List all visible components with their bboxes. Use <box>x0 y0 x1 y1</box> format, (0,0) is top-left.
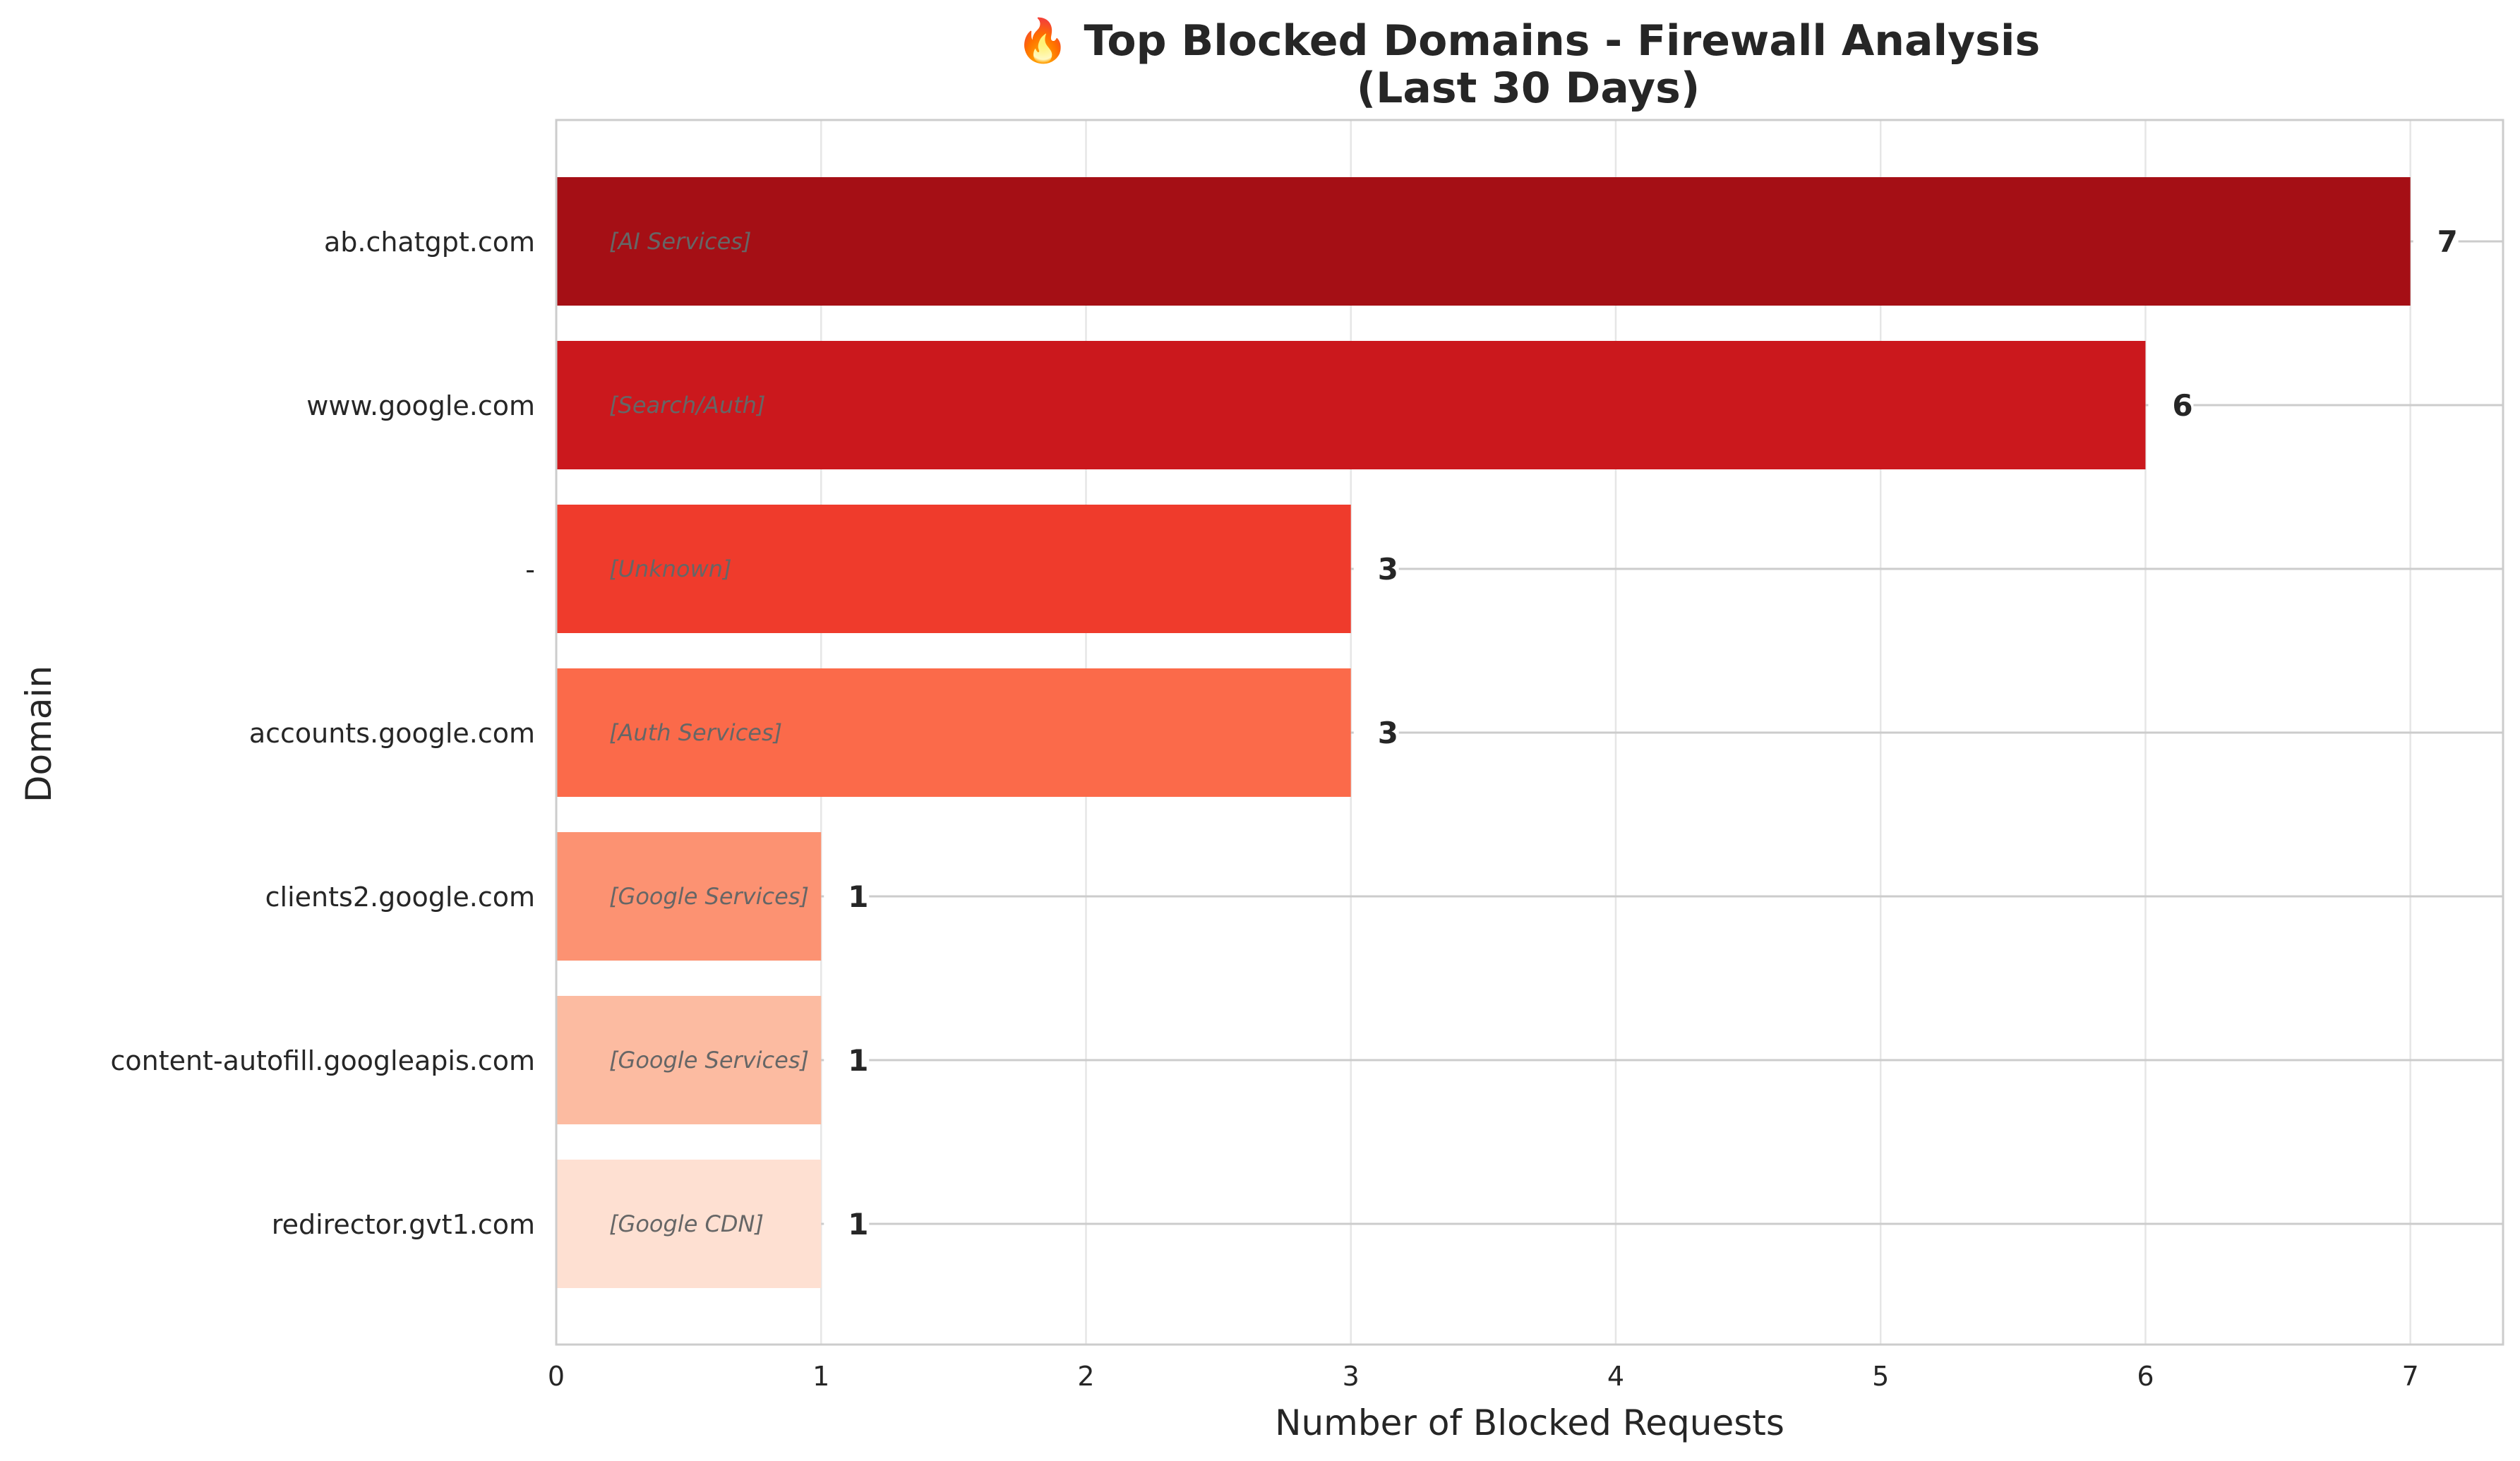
y-tick-label: ab.chatgpt.com <box>324 227 535 258</box>
x-tick-label: 6 <box>2137 1361 2154 1392</box>
y-tick-label: - <box>525 554 535 585</box>
y-axis-label: Domain <box>18 666 59 802</box>
y-tick-label: content-autofill.googleapis.com <box>110 1045 535 1076</box>
category-label: [Unknown] <box>609 555 732 582</box>
category-label: [Search/Auth] <box>609 392 765 419</box>
value-label: 1 <box>848 1207 868 1241</box>
category-label: [Auth Services] <box>609 719 782 746</box>
value-label: 7 <box>2437 224 2458 259</box>
category-label: [Google Services] <box>609 1047 809 1074</box>
value-label-backdrop <box>824 881 870 912</box>
value-label-backdrop <box>1353 717 1399 748</box>
x-tick-label: 1 <box>812 1361 829 1392</box>
x-tick-label: 5 <box>1872 1361 1889 1392</box>
x-tick-label: 2 <box>1077 1361 1094 1392</box>
chart-title-line1: 🔥 Top Blocked Domains - Firewall Analysi… <box>1016 16 2040 66</box>
value-label: 6 <box>2172 388 2192 423</box>
value-label: 3 <box>1378 716 1398 750</box>
plot-frame <box>555 119 2504 1346</box>
y-tick-label: redirector.gvt1.com <box>272 1209 535 1240</box>
bar <box>556 668 1351 797</box>
value-label-backdrop <box>2148 390 2194 421</box>
category-label: [AI Services] <box>609 228 751 255</box>
x-tick-label: 0 <box>548 1361 565 1392</box>
value-label: 1 <box>848 1043 868 1078</box>
bar <box>556 1160 822 1288</box>
value-label-backdrop <box>2413 226 2459 257</box>
chart-title-line2: (Last 30 Days) <box>1357 64 1700 113</box>
value-label-backdrop <box>824 1208 870 1239</box>
x-tick-label: 4 <box>1607 1361 1624 1392</box>
bar <box>556 996 822 1124</box>
value-label: 1 <box>848 879 868 914</box>
bar <box>556 832 822 961</box>
x-axis-label: Number of Blocked Requests <box>1275 1402 1784 1443</box>
value-label-backdrop <box>824 1045 870 1076</box>
bar-labels: 7 [AI Services] 6 [Search/Auth] 3 [Unknown] 3 [… <box>609 224 2459 1241</box>
bar <box>556 177 2411 306</box>
y-tick-label: www.google.com <box>306 390 535 421</box>
category-label: [Google CDN] <box>609 1210 764 1237</box>
category-label: [Google Services] <box>609 883 809 910</box>
bar <box>556 505 1351 633</box>
value-label-backdrop <box>1353 553 1399 584</box>
x-tick-label: 7 <box>2402 1361 2419 1392</box>
bar <box>556 341 2146 469</box>
y-tick-label: accounts.google.com <box>249 718 535 749</box>
value-label: 3 <box>1378 552 1398 587</box>
bars <box>556 177 2411 1288</box>
x-tick-label: 3 <box>1343 1361 1360 1392</box>
axis-ticks: ab.chatgpt.com www.google.com - accounts.go… <box>110 227 2418 1392</box>
y-tick-label: clients2.google.com <box>265 882 535 913</box>
